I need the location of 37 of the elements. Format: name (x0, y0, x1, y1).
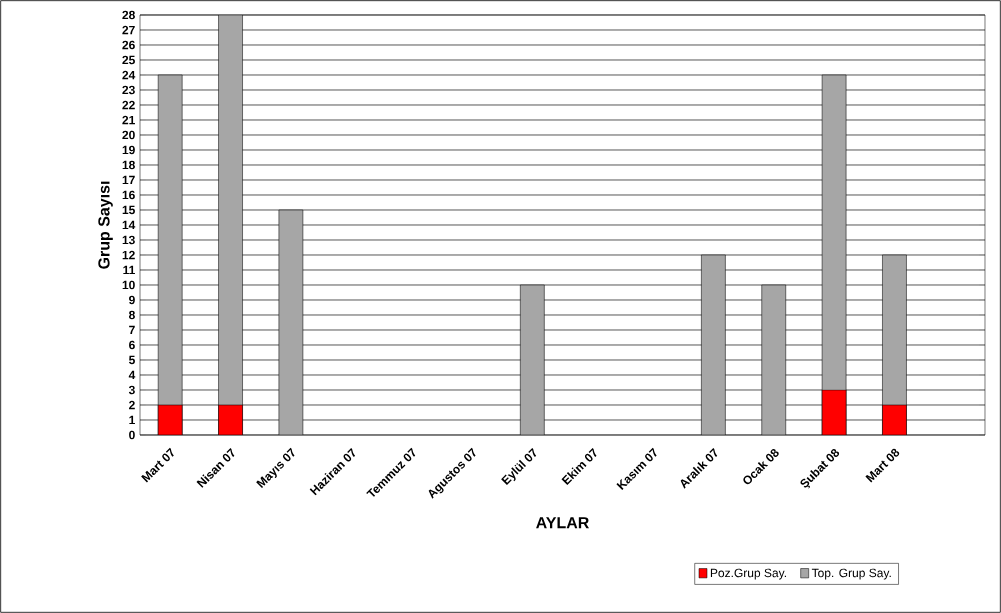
y-axis-title: Grup Sayısı (98, 181, 113, 269)
y-tick-label: 1 (129, 415, 135, 425)
y-tick-label: 2 (129, 400, 135, 410)
y-tick-label: 14 (122, 220, 136, 230)
y-tick-label: 16 (122, 190, 135, 200)
y-tick-label: 12 (122, 250, 135, 260)
y-tick-label: 27 (122, 25, 135, 35)
y-tick-label: 15 (122, 205, 135, 215)
y-tick-label: 4 (128, 370, 136, 380)
y-tick-label: 23 (122, 85, 135, 95)
y-tick-label: 25 (122, 55, 135, 65)
y-tick-label: 6 (129, 340, 135, 350)
bar (761, 284, 787, 435)
y-tick-label: 13 (122, 235, 135, 245)
y-tick-label: 0 (129, 430, 135, 440)
y-tick-label: 24 (122, 70, 136, 80)
y-tick-label: 3 (128, 385, 135, 395)
y-tick-label: 17 (122, 175, 135, 185)
legend-label: Poz.Grup Say. (710, 568, 786, 580)
y-tick-label: 22 (122, 100, 135, 110)
y-tick-label: 26 (122, 40, 135, 50)
y-tick-label: 7 (129, 325, 135, 335)
y-tick-label: 19 (122, 145, 135, 155)
legend-label: Top. Grup Say. (811, 568, 891, 580)
bar (278, 209, 304, 435)
bar (520, 284, 545, 435)
y-tick-label: 20 (122, 130, 135, 140)
y-tick-label: 28 (122, 10, 135, 20)
y-tick-label: 10 (122, 280, 135, 290)
y-tick-label: 5 (128, 355, 135, 365)
y-tick-label: 18 (122, 160, 135, 170)
y-tick-label: 9 (129, 295, 135, 305)
bar (701, 254, 726, 435)
y-tick-label: 11 (123, 265, 135, 275)
y-tick-label: 8 (128, 310, 135, 320)
x-axis-title: AYLAR (536, 517, 589, 529)
y-tick-label: 21 (122, 115, 135, 125)
